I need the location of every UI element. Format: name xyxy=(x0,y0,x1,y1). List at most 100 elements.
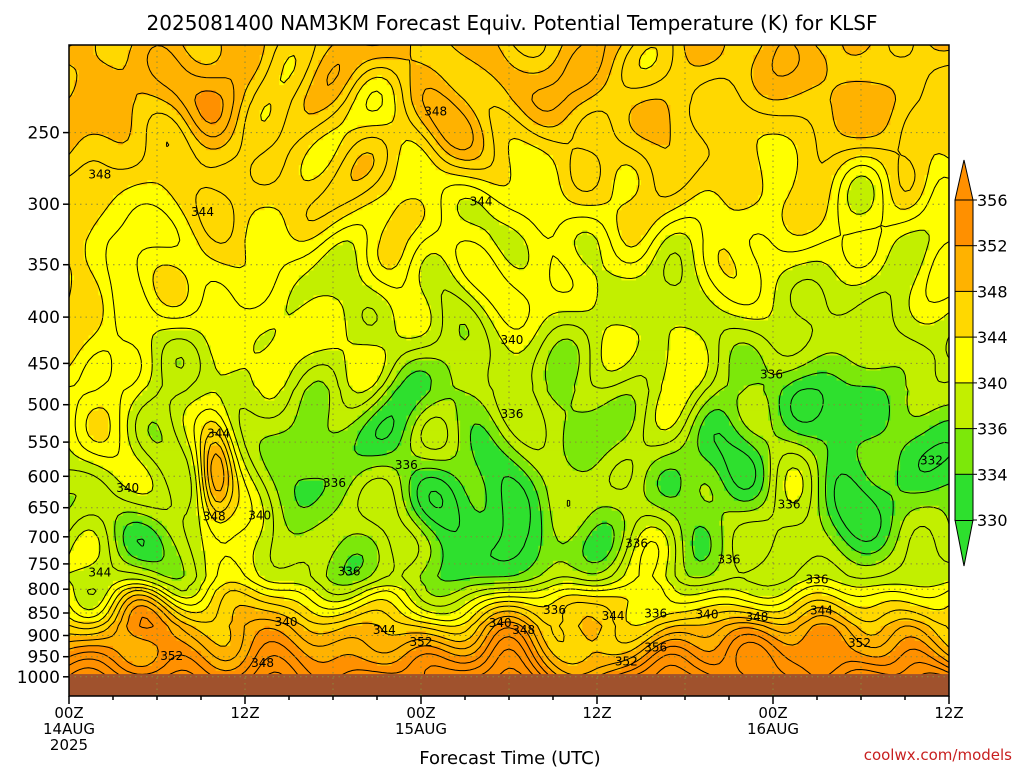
heatmap-cell xyxy=(176,265,315,271)
heatmap-cell xyxy=(220,100,241,106)
heatmap-cell xyxy=(655,480,681,487)
heatmap-cell xyxy=(689,390,720,397)
heatmap-cell xyxy=(626,520,681,527)
heatmap-cell xyxy=(582,630,598,637)
heatmap-cell xyxy=(890,525,901,532)
heatmap-cell xyxy=(430,375,451,382)
y-tick-label: 250 xyxy=(28,124,60,144)
heatmap-cell xyxy=(714,190,764,196)
heatmap-cell xyxy=(122,480,153,487)
heatmap-cell xyxy=(161,535,173,542)
heatmap-cell xyxy=(284,515,329,522)
heatmap-cell xyxy=(450,455,476,462)
heatmap-cell xyxy=(210,350,315,357)
heatmap-cell xyxy=(381,405,417,412)
heatmap-cell xyxy=(391,265,422,271)
heatmap-cell xyxy=(435,530,544,537)
heatmap-cell xyxy=(132,605,148,612)
heatmap-cell xyxy=(709,540,725,547)
heatmap-cell xyxy=(98,220,187,226)
heatmap-cell xyxy=(132,110,178,116)
heatmap-cell xyxy=(479,120,535,126)
heatmap-cell xyxy=(181,270,310,276)
heatmap-cell xyxy=(479,470,525,477)
heatmap-cell xyxy=(264,50,329,56)
heatmap-cell xyxy=(259,455,422,462)
heatmap-cell xyxy=(787,605,818,612)
heatmap-cell xyxy=(240,105,266,111)
heatmap-cell xyxy=(758,50,823,56)
heatmap-cell xyxy=(709,360,730,367)
heatmap-cell xyxy=(841,535,887,542)
heatmap-cell xyxy=(264,460,476,467)
heatmap-cell xyxy=(528,615,583,622)
heatmap-cell xyxy=(905,375,949,382)
heatmap-cell xyxy=(729,370,769,377)
heatmap-cell xyxy=(289,370,349,377)
heatmap-cell xyxy=(157,425,187,432)
heatmap-cell xyxy=(494,75,608,81)
colorbar-label: 330 xyxy=(977,511,1008,530)
heatmap-cell xyxy=(826,70,949,76)
heatmap-cell xyxy=(396,330,427,337)
heatmap-cell xyxy=(171,105,197,111)
heatmap-cell xyxy=(88,430,109,437)
heatmap-cell xyxy=(220,110,241,116)
heatmap-cell xyxy=(885,420,940,427)
heatmap-cell xyxy=(78,75,256,81)
heatmap-cell xyxy=(631,425,662,432)
heatmap-cell xyxy=(641,60,657,66)
heatmap-cell xyxy=(944,655,949,662)
heatmap-cell xyxy=(484,310,559,317)
heatmap-cell xyxy=(274,205,363,211)
heatmap-cell xyxy=(113,470,148,477)
heatmap-cell xyxy=(455,415,491,422)
heatmap-cell xyxy=(337,125,359,131)
heatmap-cell xyxy=(792,140,949,146)
heatmap-cell xyxy=(768,490,789,497)
heatmap-cell xyxy=(577,105,632,111)
heatmap-cell xyxy=(557,50,618,56)
heatmap-cell xyxy=(69,55,99,61)
heatmap-cell xyxy=(391,185,564,191)
heatmap-cell xyxy=(69,420,90,427)
heatmap-cell xyxy=(274,330,349,337)
heatmap-cell xyxy=(704,345,735,352)
heatmap-cell xyxy=(98,280,153,286)
heatmap-cell xyxy=(274,395,305,402)
heatmap-cell xyxy=(548,355,579,362)
heatmap-cell xyxy=(264,505,285,512)
heatmap-cell xyxy=(929,160,949,166)
heatmap-cell xyxy=(435,400,456,407)
heatmap-cell xyxy=(259,60,285,66)
heatmap-cell xyxy=(538,490,549,497)
heatmap-cell xyxy=(641,335,671,342)
heatmap-cell xyxy=(421,275,456,281)
heatmap-cell xyxy=(303,650,407,657)
heatmap-cell xyxy=(132,125,192,131)
heatmap-cell xyxy=(78,140,119,146)
heatmap-cell xyxy=(548,485,647,492)
heatmap-cell xyxy=(352,240,378,246)
heatmap-cell xyxy=(499,220,618,226)
heatmap-cell xyxy=(416,110,476,116)
heatmap-cell xyxy=(69,260,90,266)
heatmap-cell xyxy=(670,140,759,146)
heatmap-cell xyxy=(846,640,901,647)
heatmap-cell xyxy=(650,465,715,472)
heatmap-cell xyxy=(895,510,911,517)
heatmap-cell xyxy=(655,400,686,407)
heatmap-cell xyxy=(553,520,583,527)
heatmap-cell xyxy=(333,555,349,562)
heatmap-cell xyxy=(367,420,407,427)
heatmap-cell xyxy=(460,50,505,56)
heatmap-cell xyxy=(147,430,163,437)
heatmap-cell xyxy=(460,330,471,337)
heatmap-cell xyxy=(98,600,114,607)
heatmap-cell xyxy=(577,525,598,532)
heatmap-cell xyxy=(386,190,564,196)
heatmap-cell xyxy=(259,115,271,121)
heatmap-cell xyxy=(650,140,671,146)
heatmap-cell xyxy=(69,240,85,246)
heatmap-cell xyxy=(597,240,627,246)
